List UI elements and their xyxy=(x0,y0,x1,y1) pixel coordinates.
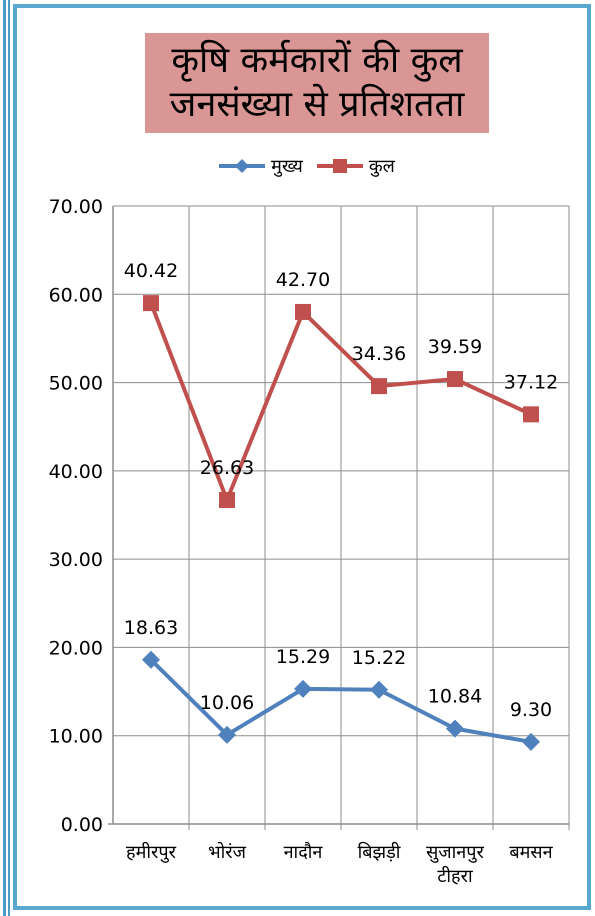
chart-title-line-1: कृषि कर्मकारों की कुल xyxy=(171,40,463,81)
series-line-1 xyxy=(149,302,532,502)
x-tick-label: टीहरा xyxy=(437,865,473,887)
data-label: 18.63 xyxy=(124,617,178,639)
y-tick-label: 30.00 xyxy=(49,549,103,571)
data-point xyxy=(218,725,236,744)
chart-legend: मुख्य कुल xyxy=(17,152,595,180)
legend-label-main: मुख्य xyxy=(271,156,303,177)
data-label: 10.84 xyxy=(428,686,482,708)
y-tick-label: 50.00 xyxy=(49,373,103,395)
x-tick-label: बिझड़ी xyxy=(358,841,401,863)
data-label: 34.36 xyxy=(352,343,406,365)
data-point xyxy=(142,650,160,669)
series-line-0 xyxy=(149,658,532,744)
x-tick-label: नादौन xyxy=(284,841,324,863)
data-point xyxy=(371,378,387,395)
data-point xyxy=(523,406,539,423)
data-point xyxy=(522,732,540,751)
x-tick-label: सुजानपुर xyxy=(426,842,484,863)
y-tick-label: 70.00 xyxy=(49,196,103,218)
x-tick-label: हमीरपुर xyxy=(126,841,177,863)
data-point xyxy=(446,719,464,738)
y-tick-label: 60.00 xyxy=(49,284,103,306)
data-point xyxy=(370,680,388,699)
data-point xyxy=(447,371,463,388)
data-label: 9.30 xyxy=(510,699,552,721)
legend-marker-total xyxy=(316,159,363,173)
data-label: 42.70 xyxy=(276,269,330,291)
legend-label-total: कुल xyxy=(368,156,395,177)
legend-item-total: कुल xyxy=(315,154,395,178)
legend-item-main: मुख्य xyxy=(217,154,303,178)
legend-marker-main xyxy=(219,159,266,173)
data-label: 10.06 xyxy=(200,692,254,714)
y-tick-label: 40.00 xyxy=(49,461,103,483)
x-tick-label: भोरंज xyxy=(208,841,247,863)
y-tick-label: 0.00 xyxy=(61,814,103,836)
data-label: 40.42 xyxy=(124,260,178,282)
data-label: 15.22 xyxy=(352,647,406,669)
y-tick-label: 10.00 xyxy=(49,726,103,748)
data-point xyxy=(143,295,159,312)
y-tick-label: 20.00 xyxy=(49,637,103,659)
data-label: 39.59 xyxy=(428,336,482,358)
chart-title-line-2: जनसंख्या से प्रतिशतता xyxy=(169,84,465,125)
data-point xyxy=(294,679,312,698)
data-point xyxy=(219,491,235,508)
chart-title-box: कृषि कर्मकारों की कुल जनसंख्या से प्रतिश… xyxy=(145,33,489,133)
left-border-strip xyxy=(0,0,10,916)
data-point xyxy=(295,303,311,320)
data-label: 26.63 xyxy=(200,457,254,479)
chart-panel: कृषि कर्मकारों की कुल जनसंख्या से प्रतिश… xyxy=(13,4,591,910)
x-tick-label: बमसन xyxy=(509,842,553,863)
data-label: 37.12 xyxy=(504,371,558,393)
data-label: 15.29 xyxy=(276,646,330,668)
line-chart: 0.00 10.00 20.00 30.00 40.00 50.00 60.00 70.00 ह… xyxy=(49,196,570,887)
